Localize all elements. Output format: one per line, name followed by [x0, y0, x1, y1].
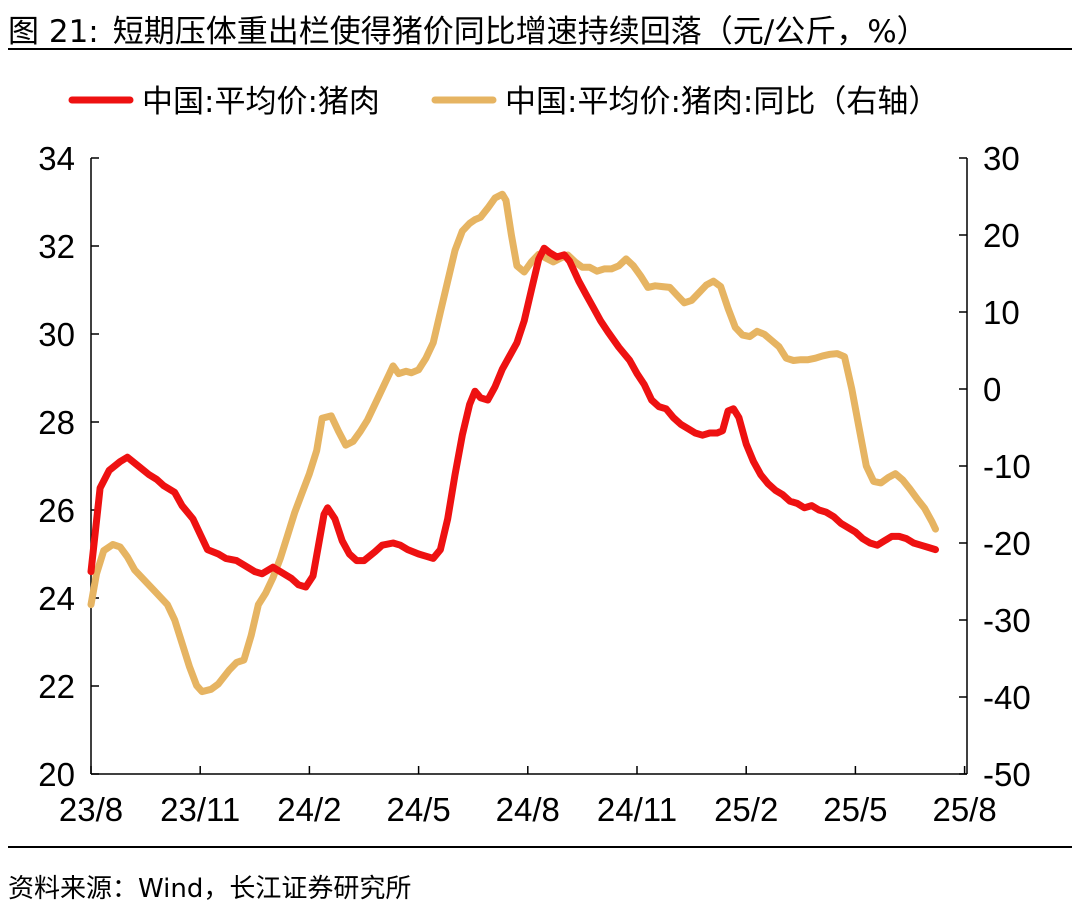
left-axis-tick-label: 20 [38, 756, 75, 793]
x-axis-tick-label: 24/2 [277, 791, 341, 828]
dual-axis-line-chart: 中国:平均价:猪肉 中国:平均价:猪肉:同比（右轴） 20 22 24 26 28 30 3… [38, 84, 1030, 828]
chart-plot-area [87, 190, 939, 696]
legend-label-price: 中国:平均价:猪肉 [142, 84, 380, 120]
x-axis-tick-label: 25/2 [714, 791, 778, 828]
right-axis-tick-label: 20 [983, 217, 1020, 254]
series-line-price [87, 244, 939, 591]
x-axis-tick-label: 24/5 [386, 791, 450, 828]
series-line-yoy [87, 190, 939, 696]
figure-caption: 短期压体重出栏使得猪价同比增速持续回落（元/公斤，%） [112, 14, 928, 50]
left-axis-tick-label: 26 [38, 492, 75, 529]
left-axis-tick-label: 22 [38, 668, 75, 705]
left-axis-tick-label: 34 [38, 140, 75, 177]
left-axis-tick-label: 28 [38, 404, 75, 441]
source-note: 资料来源：Wind，长江证券研究所 [8, 874, 412, 904]
right-axis-tick-label: -10 [983, 448, 1031, 485]
x-axis-tick-label: 24/8 [496, 791, 560, 828]
x-axis-tick-label: 25/8 [932, 791, 996, 828]
right-axis-tick-label: 30 [983, 140, 1020, 177]
right-axis-tick-label: -40 [983, 679, 1031, 716]
right-axis-tick-label: -30 [983, 602, 1031, 639]
chart-title: 图 21: 短期压体重出栏使得猪价同比增速持续回落（元/公斤，%） [8, 6, 928, 51]
chart-axes: 20 22 24 26 28 30 32 34 -50 -40 -30 -20 -10 0 10 20 30 23… [38, 140, 1030, 828]
title-rule [8, 48, 1072, 50]
right-axis-tick-label: -50 [983, 756, 1031, 793]
right-axis-tick-label: -20 [983, 525, 1031, 562]
x-axis-tick-label: 25/5 [823, 791, 887, 828]
chart-legend: 中国:平均价:猪肉 中国:平均价:猪肉:同比（右轴） [68, 84, 939, 120]
x-axis-tick-label: 23/8 [59, 791, 123, 828]
left-axis-tick-label: 30 [38, 316, 75, 353]
figure-number: 图 21: [8, 14, 99, 50]
x-axis-tick-label: 23/11 [160, 791, 240, 828]
source-rule [8, 846, 1072, 848]
left-axis-tick-label: 32 [38, 228, 75, 265]
x-axis-tick-label: 24/11 [597, 791, 677, 828]
right-axis-tick-label: 10 [983, 294, 1020, 331]
left-axis-tick-label: 24 [38, 580, 75, 617]
legend-label-yoy: 中国:平均价:猪肉:同比（右轴） [505, 84, 939, 120]
right-axis-tick-label: 0 [983, 371, 1001, 408]
